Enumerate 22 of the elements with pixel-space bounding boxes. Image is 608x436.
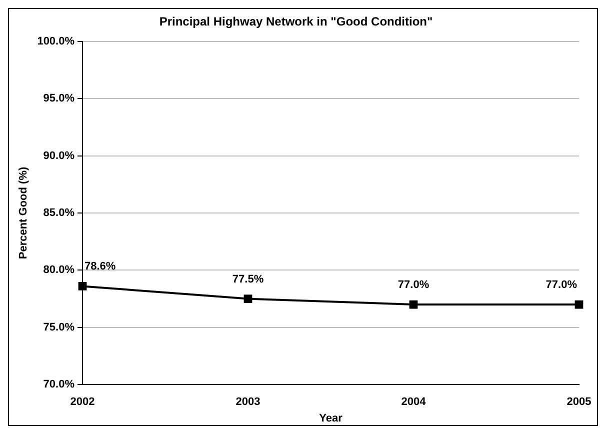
point: [574, 300, 584, 309]
y-tick-label: 80.0%: [43, 264, 75, 276]
chart-title: Principal Highway Network in "Good Condition": [159, 14, 433, 29]
data-label: 77.0%: [398, 279, 430, 292]
y-tick-label: 75.0%: [43, 321, 75, 334]
point: [409, 300, 418, 309]
y-tick-label: 95.0%: [43, 92, 75, 105]
x-tick-label: 2004: [401, 396, 427, 408]
x-tick-label: 2003: [236, 396, 260, 408]
point: [78, 282, 87, 290]
y-tick-label: 70.0%: [43, 378, 75, 391]
point: [244, 294, 252, 303]
y-axis-title: Percent Good (%): [18, 166, 30, 260]
x-tick-label: 2005: [566, 396, 592, 408]
x-axis-title: Year: [319, 412, 344, 424]
y-tick-label: 85.0%: [43, 207, 75, 220]
data-label: 77.5%: [232, 273, 264, 286]
x-tick-label: 2002: [70, 396, 95, 408]
data-label: 77.0%: [546, 279, 578, 292]
y-tick-label: 90.0%: [43, 150, 75, 162]
y-tick-label: 100.0%: [37, 35, 75, 48]
data-label: 78.6%: [84, 260, 116, 273]
